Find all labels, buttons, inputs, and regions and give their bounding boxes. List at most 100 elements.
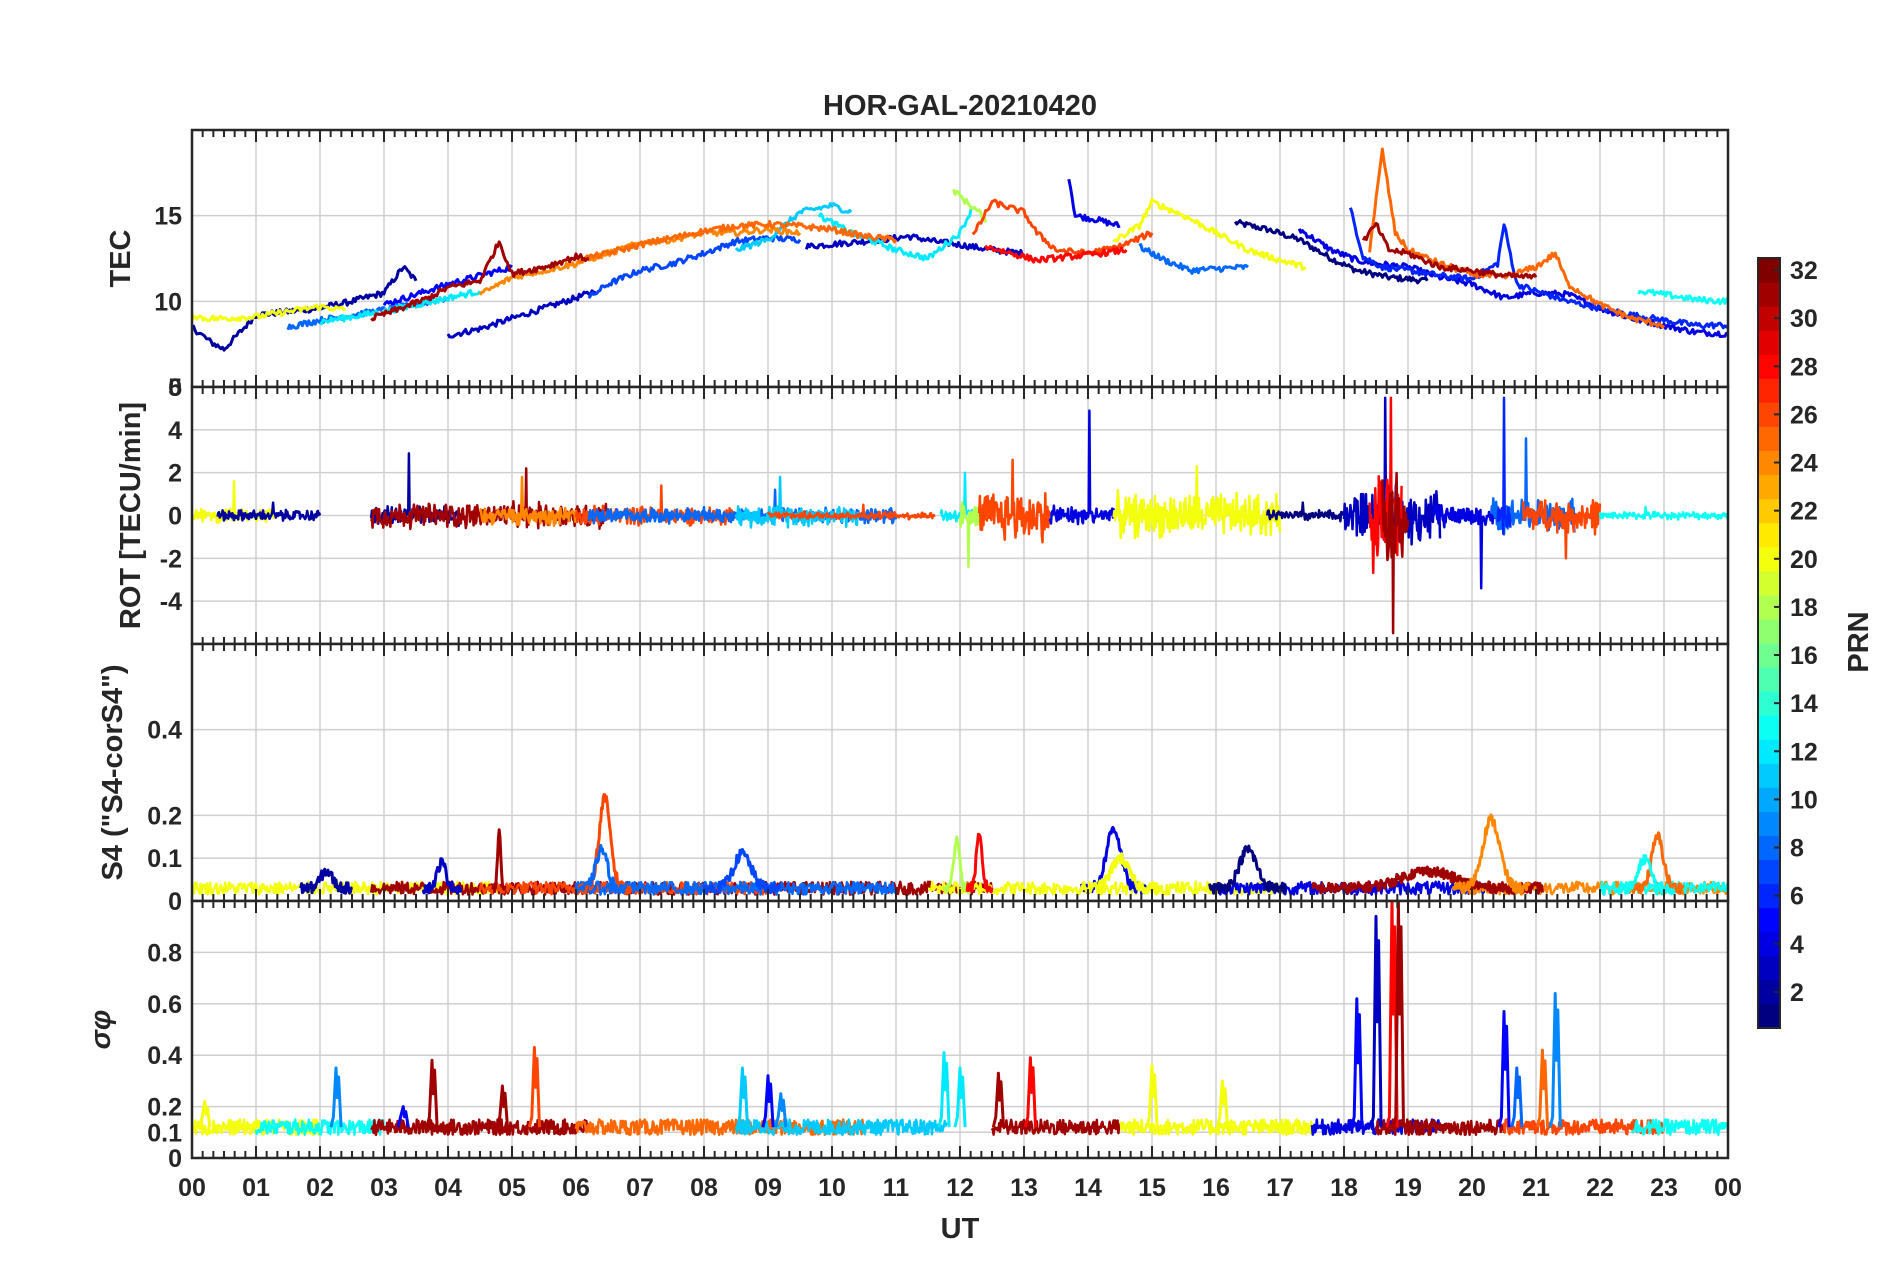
colorbar-swatch — [1758, 378, 1780, 403]
x-tick-label: 10 — [818, 1174, 846, 1202]
sigma-spike-prn-12 — [953, 1066, 967, 1128]
x-tick-label: 17 — [1266, 1174, 1294, 1202]
sigma-spike-prn-31 — [495, 1084, 509, 1128]
sigma-spike-prn-9 — [329, 1066, 343, 1128]
colorbar-tick-label: 22 — [1790, 498, 1818, 526]
sigma-spike-prn-11 — [735, 1066, 749, 1128]
tec-series-prn-11 — [734, 202, 853, 252]
sigma-series-group — [192, 901, 1728, 1137]
y-tick-label: 0.2 — [147, 802, 182, 830]
colorbar-swatch — [1758, 426, 1780, 451]
colorbar-tick-label: 8 — [1790, 835, 1804, 863]
tec-series-prn-3 — [446, 289, 597, 339]
rot-series-prn-26 — [977, 458, 1051, 544]
y-tick-label: -2 — [160, 545, 182, 573]
x-tick-label: 02 — [306, 1174, 334, 1202]
tec-series-prn-13 — [1637, 288, 1728, 306]
rot-series-prn-11 — [734, 475, 859, 529]
colorbar-swatch — [1758, 931, 1780, 957]
y-tick-label: 0.1 — [147, 845, 182, 873]
colorbar-swatch — [1758, 402, 1780, 427]
colorbar-swatch — [1758, 522, 1780, 548]
colorbar-tick-label: 30 — [1790, 305, 1818, 333]
x-tick-label: 01 — [242, 1174, 270, 1202]
sigma-noise-prn-11 — [734, 1118, 949, 1137]
sigma-grid — [192, 901, 1728, 1158]
tec-ylabel: TEC — [105, 229, 137, 287]
sigma-spike-prn-5 — [761, 1074, 775, 1128]
tec-series-prn-4 — [1067, 178, 1121, 229]
x-tick-label: 23 — [1650, 1174, 1678, 1202]
y-tick-label: 0 — [168, 1145, 182, 1173]
tec-series-prn-2 — [192, 265, 418, 352]
y-tick-label: 0 — [168, 503, 182, 531]
chart-title: HOR-GAL-20210420 — [823, 90, 1097, 122]
sigma-ylabel: σφ — [85, 1010, 117, 1050]
colorbar-swatch — [1758, 739, 1780, 764]
s4-bump-prn-2 — [299, 867, 354, 895]
x-tick-label: 20 — [1458, 1174, 1486, 1202]
rot-series-prn-20 — [1112, 464, 1282, 540]
colorbar-tick-label: 6 — [1790, 883, 1804, 911]
colorbar-tick-label: 16 — [1790, 642, 1818, 670]
colorbar-swatch — [1758, 474, 1780, 500]
colorbar-swatch — [1758, 859, 1780, 885]
s4-ylabel: S4 ("S4-corS4") — [97, 664, 129, 880]
colorbar-swatch — [1758, 594, 1780, 620]
x-tick-label: 18 — [1330, 1174, 1358, 1202]
sigma-spike-prn-31 — [1391, 901, 1405, 1128]
y-tick-label: 0.4 — [147, 1042, 182, 1070]
sigma-spike-prn-28 — [1385, 901, 1399, 1128]
sigma-noise-prn-13 — [1630, 1118, 1728, 1136]
tec-series-prn-25 — [575, 219, 898, 263]
rot-series-prn-1 — [1265, 501, 1346, 523]
colorbar-tick-label: 10 — [1790, 786, 1818, 814]
colorbar-swatch — [1758, 258, 1780, 283]
colorbar-swatch — [1758, 450, 1780, 476]
sigma-panel: 00.10.2 0.4 0.6 0.8 σφ — [85, 899, 1730, 1173]
s4-baseline-prn-8 — [574, 880, 897, 896]
rot-series-prn-31 — [1381, 471, 1410, 635]
rot-series-prn-13 — [1598, 505, 1728, 521]
x-tick-label: 09 — [754, 1174, 782, 1202]
y-tick-label: 15 — [154, 203, 182, 231]
s4-bump-prn-3 — [421, 857, 463, 895]
sigma-noise-prn-31 — [990, 1118, 1122, 1136]
y-tick-label: 0.6 — [147, 991, 182, 1019]
sigma-spike-prn-5 — [396, 1105, 410, 1128]
colorbar-tick-label: 18 — [1790, 594, 1818, 622]
colorbar-swatch — [1758, 282, 1780, 307]
y-tick-label: 0.2 — [147, 1094, 182, 1122]
sigma-spike-prn-8 — [1510, 1066, 1524, 1128]
colorbar-swatch — [1758, 330, 1780, 355]
x-tick-label: 04 — [434, 1174, 462, 1202]
tec-panel: 5 10 15 TEC — [105, 128, 1730, 402]
colorbar-swatch — [1758, 811, 1780, 836]
sigma-spike-prn-20 — [1215, 1079, 1229, 1128]
tec-series-prn-12 — [319, 288, 482, 326]
s4-bump-prn-20 — [1080, 852, 1160, 895]
sigma-noise-prn-13 — [254, 1118, 386, 1136]
colorbar-swatch — [1758, 979, 1780, 1005]
s4-panel: 0 0.1 0.2 0.4 S4 ("S4-corS4") — [97, 642, 1730, 916]
tec-series-prn-18 — [952, 188, 988, 223]
tec-series-prn-6 — [1348, 207, 1728, 330]
s4-bump-prn-13 — [1617, 854, 1672, 895]
y-tick-label: 2 — [168, 460, 182, 488]
x-tick-label: 19 — [1394, 1174, 1422, 1202]
x-tick-label: 12 — [946, 1174, 974, 1202]
s4-bump-prn-31 — [1311, 865, 1544, 895]
rot-series-prn-2 — [216, 501, 322, 522]
y-tick-label: 0 — [168, 888, 182, 916]
colorbar-tick-label: 2 — [1790, 979, 1804, 1007]
sigma-noise-prn-20 — [1119, 1118, 1314, 1136]
colorbar-swatch — [1758, 306, 1780, 331]
tec-series-prn-31 — [370, 240, 590, 322]
colorbar-swatch — [1758, 618, 1780, 644]
sigma-spike-prn-26 — [527, 1046, 541, 1128]
colorbar-swatch — [1758, 546, 1780, 572]
x-tick-label: 00 — [1714, 1174, 1742, 1202]
rot-series-prn-26 — [1521, 499, 1602, 560]
sigma-plot-frame — [190, 899, 1730, 1160]
